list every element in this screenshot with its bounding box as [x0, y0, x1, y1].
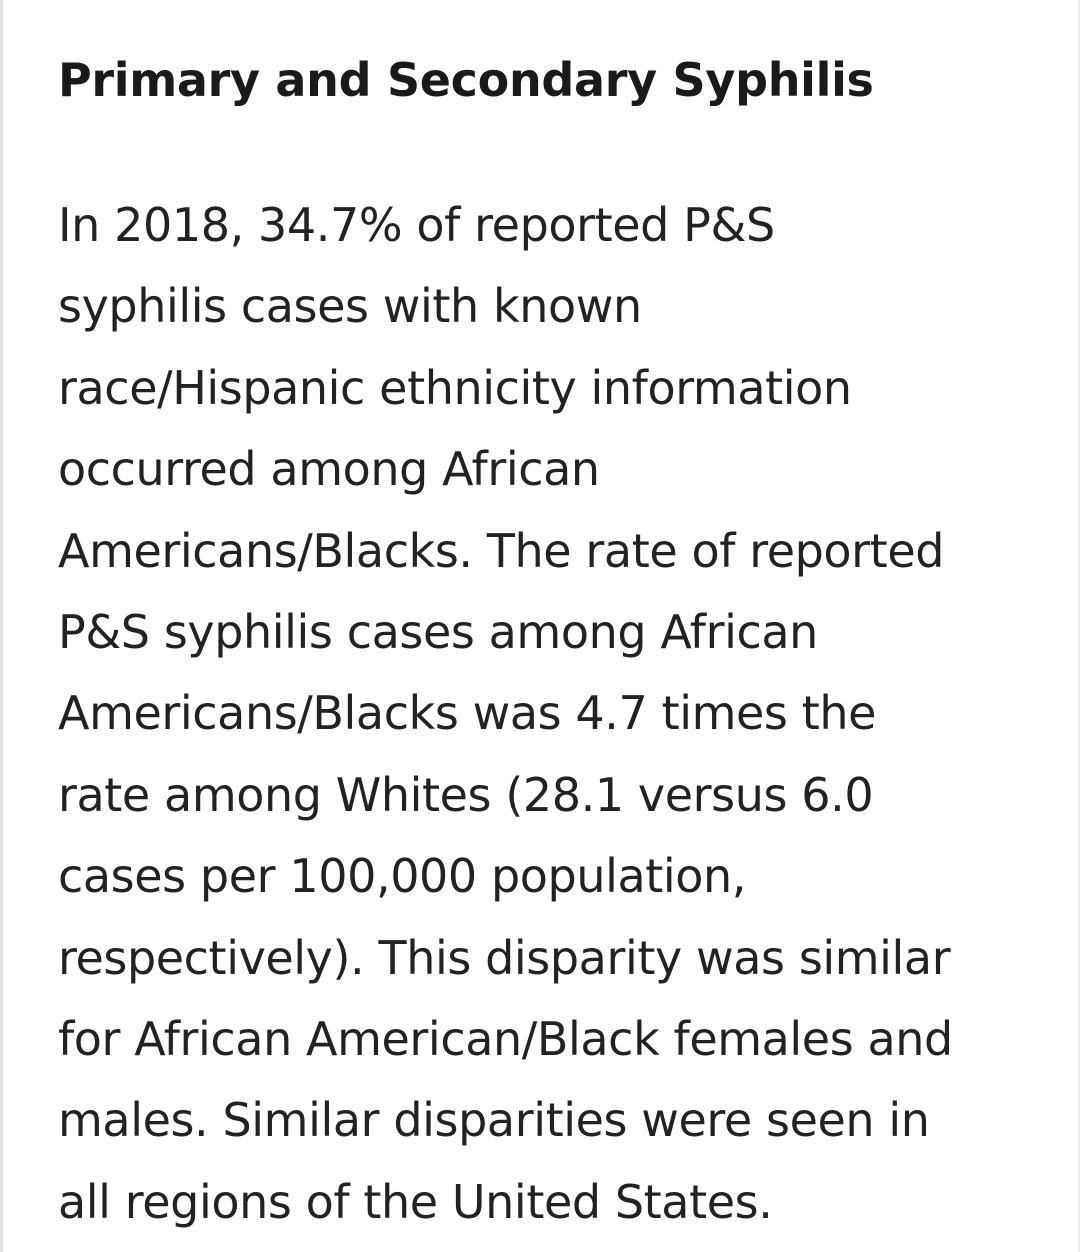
paragraph-line: respectively). This disparity was simila…: [58, 930, 951, 985]
paragraph-line: In 2018, 34.7% of reported P&S: [58, 198, 775, 252]
section-heading: Primary and Secondary Syphilis: [58, 53, 874, 107]
paragraph-line: rate among Whites (28.1 versus 6.0: [58, 767, 874, 822]
paragraph-line: Americans/Blacks was 4.7 times the: [58, 686, 876, 741]
article-section: Primary and Secondary Syphilis In 2018, …: [58, 48, 1038, 1243]
paragraph-line: males. Similar disparities were seen in: [58, 1093, 930, 1148]
paragraph-line: occurred among African: [58, 442, 600, 497]
right-border: [1078, 0, 1080, 1252]
paragraph-line: syphilis cases with known: [58, 279, 642, 334]
paragraph-line: race/Hispanic ethnicity information: [58, 360, 852, 415]
paragraph-line: cases per 100,000 population,: [58, 849, 747, 904]
paragraph-line: P&S syphilis cases among African: [58, 605, 818, 660]
section-paragraph: In 2018, 34.7% of reported P&S syphilis …: [58, 185, 1038, 1243]
paragraph-line: for African American/Black females and: [58, 1012, 953, 1067]
paragraph-line: Americans/Blacks. The rate of reported: [58, 523, 945, 578]
left-border: [0, 0, 3, 1252]
paragraph-line: all regions of the United States.: [58, 1174, 773, 1229]
